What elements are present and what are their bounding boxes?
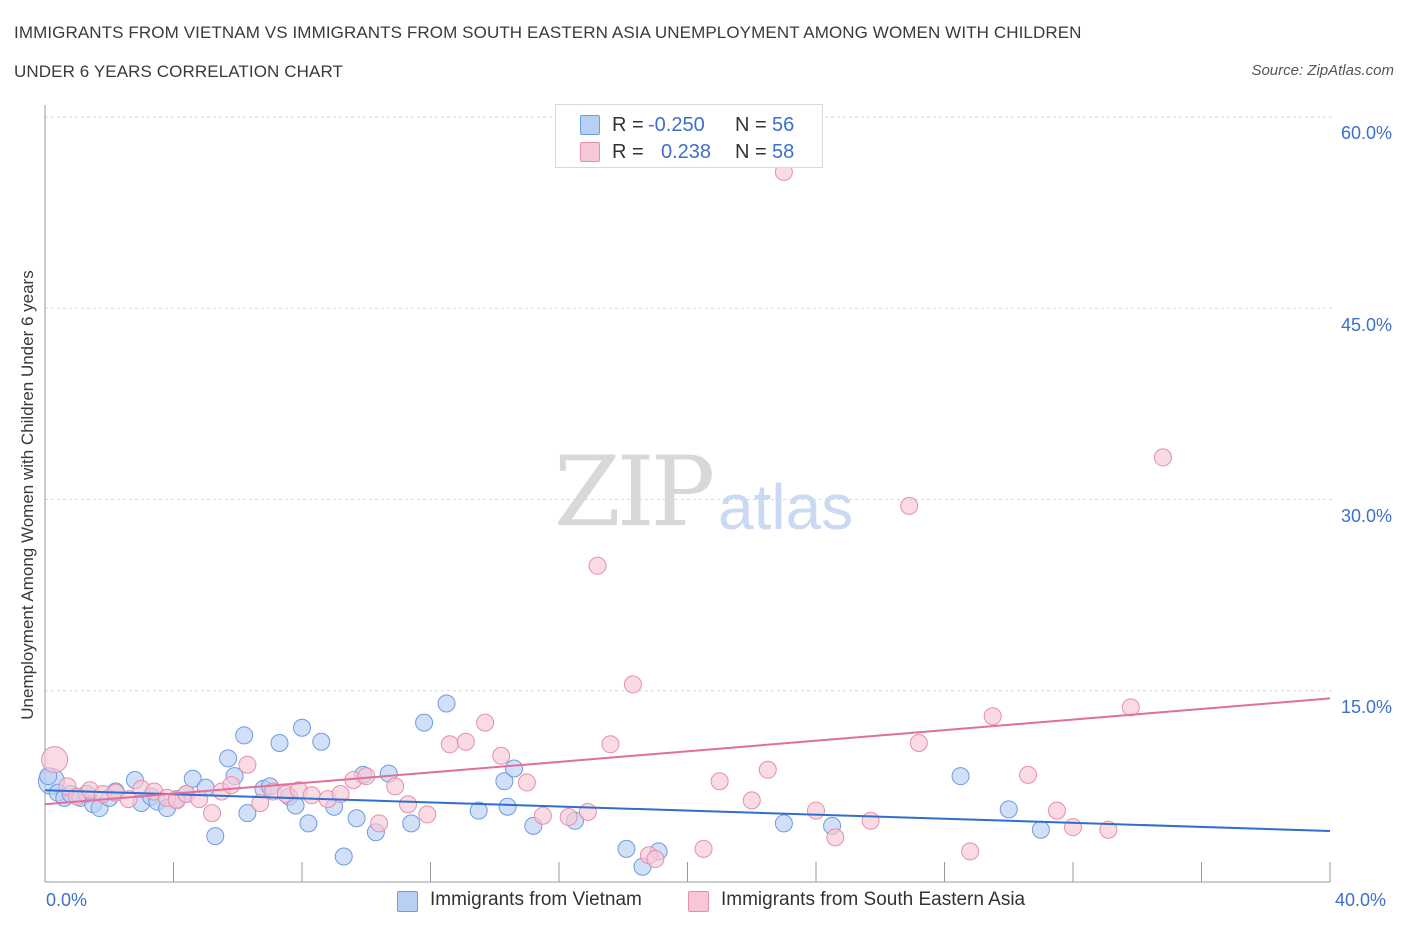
data-point-sea (758, 760, 777, 779)
data-point-sea (578, 802, 597, 821)
trend-line-sea (44, 697, 1331, 806)
blue-swatch-icon (580, 115, 600, 135)
x-tick-label-max: 40.0% (1335, 890, 1387, 910)
data-point-sea (742, 791, 761, 810)
data-point-sea (222, 776, 241, 795)
data-point-vietnam (219, 749, 238, 768)
data-point-vietnam (617, 839, 636, 858)
correlation-legend: R = -0.250 N = 56 R = 0.238 N = 58 (555, 104, 823, 168)
data-point-vietnam (238, 804, 257, 823)
watermark-atlas: atlas (718, 471, 854, 543)
data-point-vietnam (312, 732, 331, 751)
data-point-sea (357, 767, 376, 786)
data-point-sea (190, 790, 209, 809)
data-point-sea (1153, 448, 1172, 467)
data-point-sea (1064, 818, 1082, 837)
data-point-sea (302, 786, 321, 805)
data-point-vietnam (270, 734, 289, 753)
data-point-sea (710, 772, 729, 791)
data-point-vietnam (774, 814, 793, 833)
data-point-vietnam (469, 801, 488, 820)
data-point-vietnam (951, 767, 970, 786)
data-point-sea (238, 755, 257, 774)
y-tick-label-45: 45.0% (1340, 315, 1392, 335)
data-point-sea (370, 814, 389, 833)
y-tick-label-60: 60.0% (1340, 123, 1392, 143)
data-point-sea (861, 811, 880, 830)
blue-swatch-icon (397, 891, 418, 912)
r-value: 0.238 (661, 141, 712, 163)
data-point-sea (961, 842, 980, 861)
data-point-sea (826, 828, 845, 847)
data-point-vietnam (206, 827, 225, 846)
data-point-sea (251, 793, 270, 812)
data-point-sea (492, 746, 511, 765)
n-label: N = (735, 114, 767, 136)
n-value: 58 (772, 141, 795, 163)
legend-label: Immigrants from Vietnam (430, 889, 642, 910)
data-point-sea (1099, 820, 1118, 839)
data-point-sea (456, 732, 475, 751)
data-point-sea (203, 804, 222, 823)
trend-line-vietnam (44, 789, 1331, 832)
data-point-sea (694, 839, 713, 858)
r-label: R = (612, 114, 644, 136)
data-point-sea (601, 735, 620, 754)
data-point-sea (909, 734, 928, 753)
data-point-sea (476, 713, 495, 732)
x-tick-label-min: 0.0% (46, 890, 88, 910)
data-point-vietnam (498, 797, 517, 816)
data-point-vietnam (347, 809, 366, 828)
data-point-sea (623, 675, 642, 694)
data-point-sea (41, 746, 69, 774)
y-tick-label-30: 30.0% (1340, 506, 1392, 526)
data-point-sea (807, 801, 825, 820)
chart-title-line-1: IMMIGRANTS FROM VIETNAM VS IMMIGRANTS FR… (14, 23, 1082, 42)
data-point-sea (440, 735, 459, 754)
data-point-sea (1047, 801, 1066, 820)
chart-title-line-2: UNDER 6 YEARS CORRELATION CHART (14, 62, 343, 81)
n-value: 56 (772, 114, 795, 136)
data-point-sea (119, 790, 138, 809)
data-point-sea (983, 707, 1002, 726)
data-point-vietnam (183, 769, 202, 788)
data-point-sea (588, 556, 607, 575)
data-point-vietnam (415, 713, 434, 732)
data-point-vietnam (299, 814, 318, 833)
data-point-vietnam (402, 814, 421, 833)
data-point-sea (418, 805, 437, 824)
pink-swatch-icon (688, 891, 709, 912)
data-point-sea (559, 807, 578, 826)
pink-swatch-icon (580, 142, 600, 162)
data-point-vietnam (293, 718, 311, 737)
data-point-vietnam (235, 726, 254, 745)
data-point-sea (1019, 765, 1038, 784)
data-point-sea (646, 850, 665, 869)
data-point-sea (900, 496, 919, 515)
legend-label: Immigrants from South Eastern Asia (721, 889, 1026, 910)
data-point-sea (1121, 698, 1140, 717)
watermark-zip: ZIP (554, 436, 715, 548)
r-label: R = (612, 141, 644, 163)
n-label: N = (735, 141, 767, 163)
data-point-sea (517, 773, 536, 792)
source-label: Source: ZipAtlas.com (1251, 62, 1394, 79)
data-point-sea (399, 795, 418, 814)
y-axis-label: Unemployment Among Women with Children U… (18, 270, 37, 720)
data-point-sea (386, 777, 405, 796)
r-value: -0.250 (648, 114, 705, 136)
data-point-sea (533, 806, 552, 825)
data-point-vietnam (999, 800, 1018, 819)
data-point-vietnam (1031, 820, 1050, 839)
data-point-vietnam (334, 847, 353, 866)
data-point-vietnam (495, 772, 514, 791)
data-point-vietnam (437, 694, 456, 713)
data-point-sea (331, 785, 350, 804)
data-point-vietnam (505, 759, 524, 778)
y-tick-label-15: 15.0% (1340, 697, 1392, 717)
